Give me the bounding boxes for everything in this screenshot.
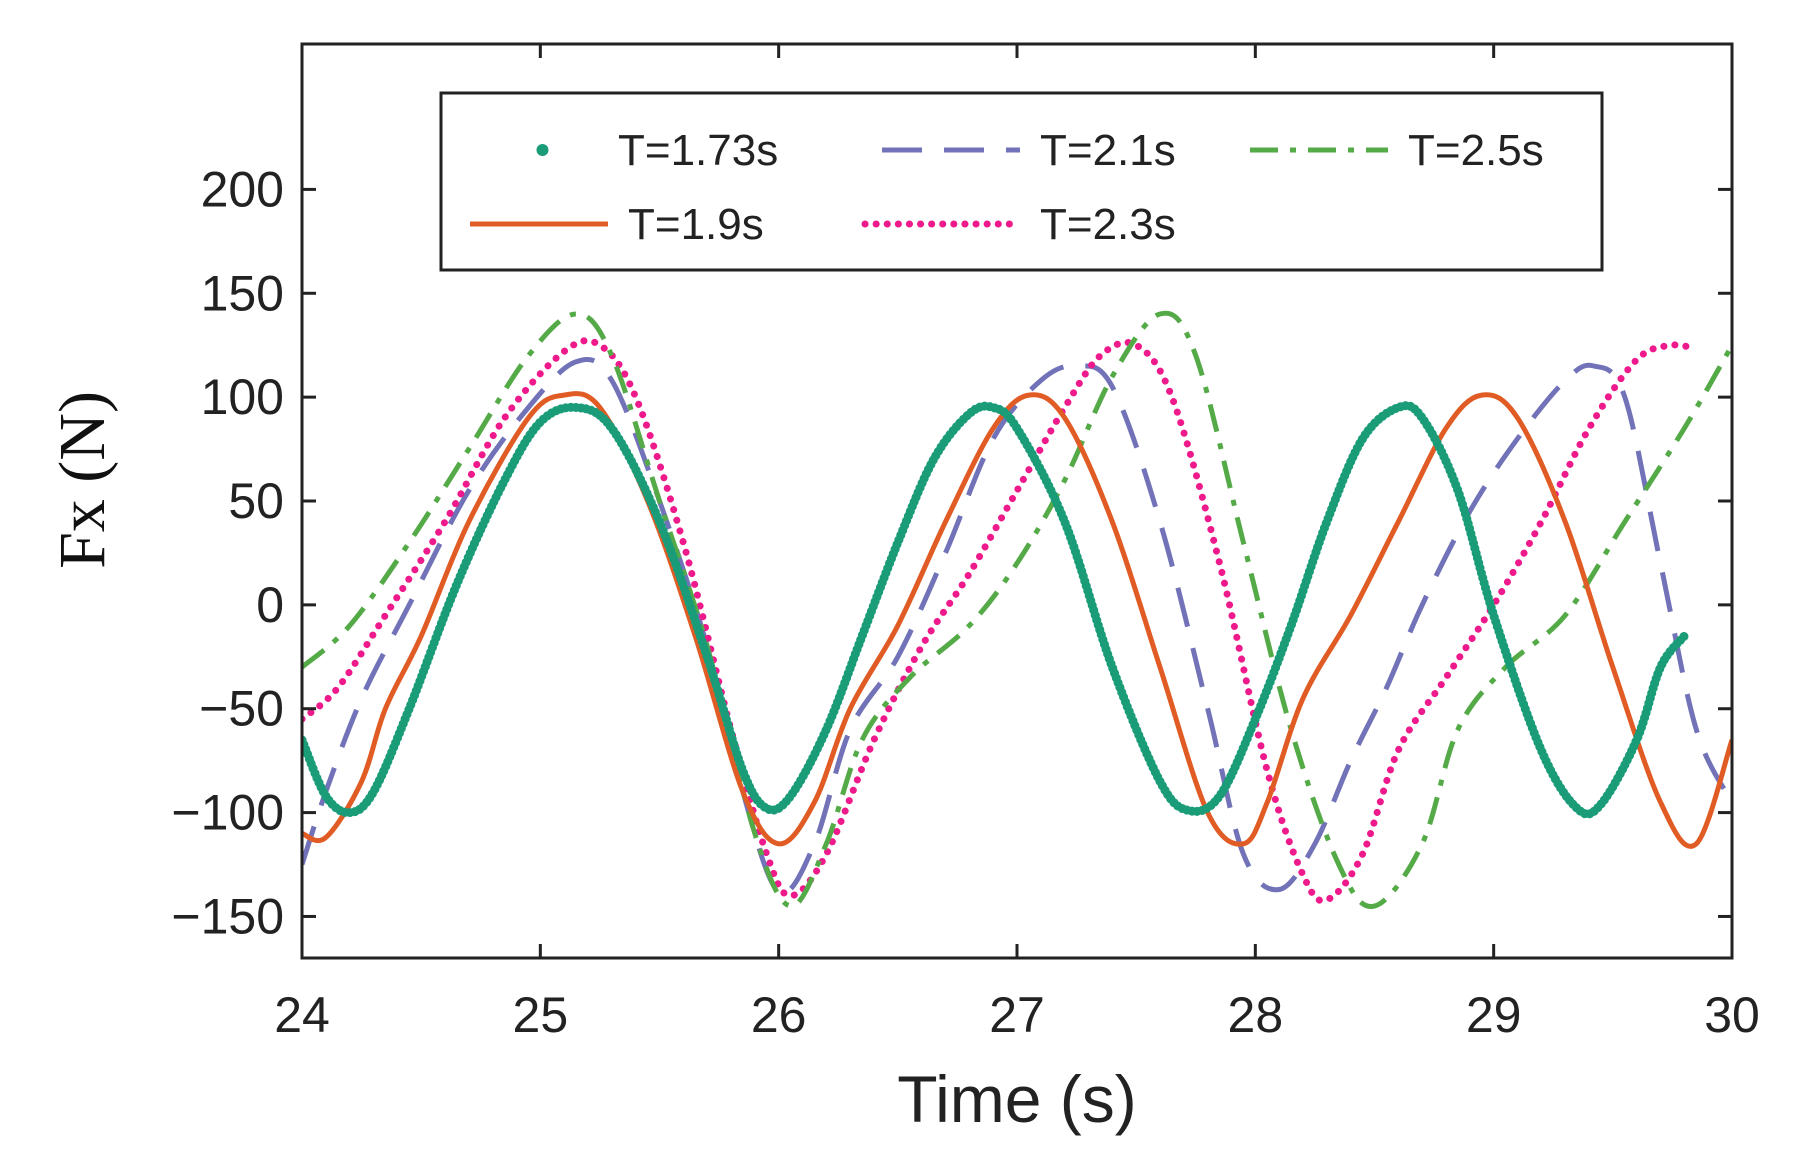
legend-items: T=1.73s T=2.1s T=2.5s T=1.9s T=2.3s (470, 126, 1544, 249)
ticks-layer: 24 25 26 27 28 29 30 −150 −100 −50 0 50 100 150 200 (171, 44, 1760, 1043)
y-tick-label: −100 (171, 785, 284, 841)
y-tick-label: 200 (201, 161, 284, 217)
series-line-t-2-5s (302, 310, 1732, 910)
x-tick-label: 29 (1466, 987, 1522, 1043)
x-tick-label: 25 (513, 987, 569, 1043)
series-line-t-2-1s (302, 357, 1732, 896)
y-tick-label: 150 (201, 265, 284, 321)
y-tick-label: −50 (199, 681, 284, 737)
x-tick-label: 27 (989, 987, 1045, 1043)
x-tick-label: 30 (1704, 987, 1760, 1043)
y-tick-label: 50 (228, 473, 284, 529)
legend-t-2-3s-label: T=2.3s (1040, 200, 1176, 249)
legend-box (439, 91, 1604, 272)
legend-t-1-9s-label: T=1.9s (628, 200, 764, 249)
x-tick-label: 24 (274, 987, 330, 1043)
y-tick-label: 100 (201, 369, 284, 425)
y-tick-label: 0 (256, 577, 284, 633)
series-layer (302, 310, 1732, 910)
series-line-t-1-73s (302, 401, 1689, 819)
legend-t-1-73s: T=1.73s (536, 126, 778, 175)
x-axis-label: Time (s) (897, 1062, 1137, 1136)
legend-t-1-73s-label: T=1.73s (618, 126, 778, 175)
legend-t-2-5s: T=2.5s (1250, 126, 1544, 175)
legend-t-2-1s: T=2.1s (882, 126, 1176, 175)
legend-t-1-73s-marker (536, 144, 549, 156)
series-line-t-1-9s (302, 391, 1732, 849)
x-tick-label: 28 (1228, 987, 1284, 1043)
legend-t-1-9s: T=1.9s (470, 200, 764, 249)
y-axis-label: Fx (N) (46, 391, 119, 569)
y-tick-label: −150 (171, 888, 284, 944)
legend: T=1.73s T=2.1s T=2.5s T=1.9s T=2.3s (439, 91, 1604, 272)
legend-t-2-3s: T=2.3s (861, 200, 1176, 249)
legend-t-2-1s-label: T=2.1s (1040, 126, 1176, 175)
series-line-t-2-3s (302, 337, 1700, 905)
legend-t-2-5s-label: T=2.5s (1408, 126, 1544, 175)
x-tick-label: 26 (751, 987, 807, 1043)
